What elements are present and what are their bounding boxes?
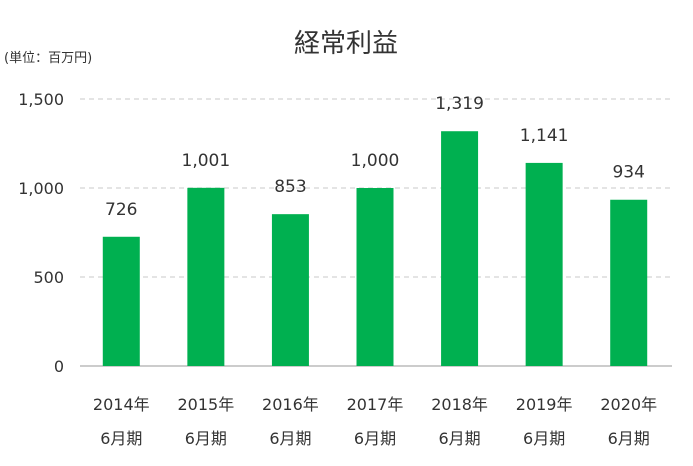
x-tick-label-period: 6月期 (608, 429, 650, 448)
x-tick-label-period: 6月期 (185, 429, 227, 448)
x-tick-label-year: 2016年 (262, 395, 319, 414)
bar (271, 214, 309, 366)
y-tick-label: 500 (33, 268, 64, 287)
bars (102, 131, 648, 366)
data-label: 726 (105, 200, 137, 220)
bar (187, 187, 225, 366)
x-tick-label-period: 6月期 (354, 429, 396, 448)
x-tick-label-year: 2020年 (600, 395, 657, 414)
y-tick-label: 1,500 (18, 90, 64, 109)
chart-title: 経常利益 (294, 29, 398, 59)
data-label: 1,141 (520, 126, 569, 146)
data-label: 1,319 (435, 94, 484, 114)
x-tick-label-year: 2018年 (431, 395, 488, 414)
x-tick-label-period: 6月期 (269, 429, 311, 448)
x-tick-label-year: 2015年 (177, 395, 234, 414)
x-tick-label-period: 6月期 (438, 429, 480, 448)
x-tick-label-period: 6月期 (100, 429, 142, 448)
data-label: 853 (274, 177, 306, 197)
y-axis-ticks: 0 500 1,000 1,500 (18, 90, 64, 376)
x-tick-label-year: 2014年 (93, 395, 150, 414)
bar (102, 236, 140, 366)
bar (356, 188, 394, 366)
data-label: 1,000 (351, 151, 400, 171)
bar (610, 199, 648, 366)
unit-label: (単位：百万円) (4, 50, 92, 66)
data-label: 1,001 (182, 151, 231, 171)
bar (525, 162, 563, 366)
x-axis-ticks: 2014年 6月期 2015年 6月期 2016年 6月期 2017年 6月期 2018年 6月期… (93, 395, 657, 448)
x-tick-label-year: 2019年 (516, 395, 573, 414)
x-tick-label-year: 2017年 (347, 395, 404, 414)
bar (441, 131, 479, 366)
y-tick-label: 0 (54, 357, 64, 376)
data-label: 934 (612, 163, 644, 183)
x-tick-label-period: 6月期 (523, 429, 565, 448)
y-tick-label: 1,000 (18, 179, 64, 198)
value-labels: 726 1,001 853 1,000 1,319 1,141 934 (105, 94, 645, 220)
